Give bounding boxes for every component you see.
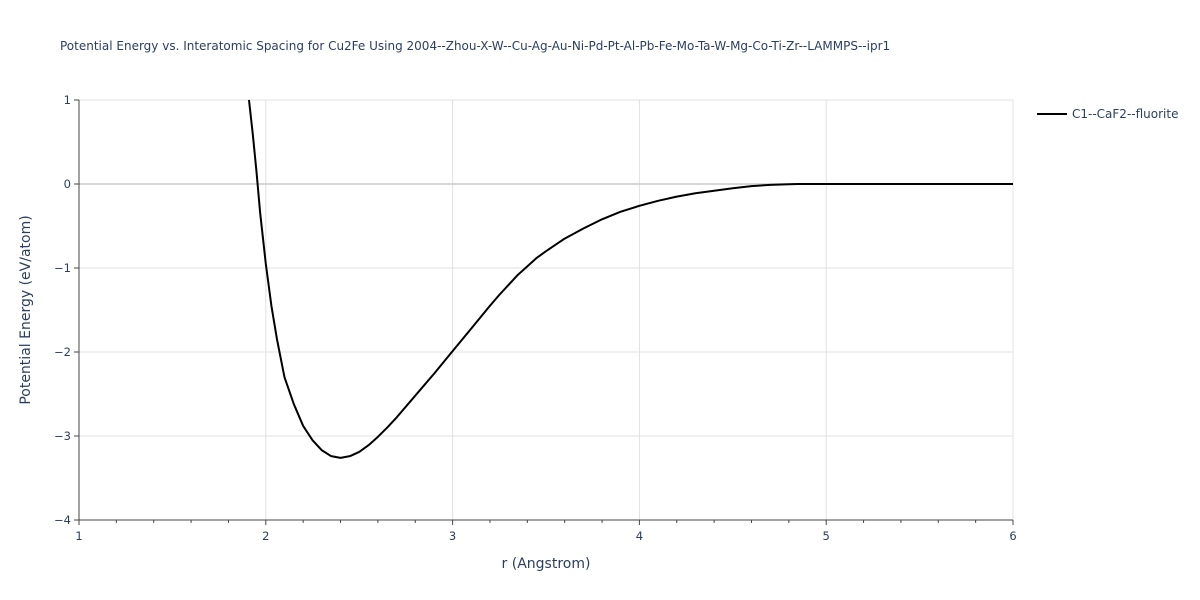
y-tick-label: −1 bbox=[54, 261, 71, 275]
legend-label: C1--CaF2--fluorite bbox=[1072, 107, 1178, 121]
y-tick-label: −2 bbox=[54, 345, 71, 359]
axes bbox=[78, 100, 1013, 521]
series-layer bbox=[247, 99, 1013, 459]
x-tick-label: 6 bbox=[1009, 529, 1016, 543]
chart-title: Potential Energy vs. Interatomic Spacing… bbox=[60, 39, 890, 53]
series-line bbox=[247, 99, 1013, 459]
legend[interactable]: C1--CaF2--fluorite bbox=[1037, 107, 1178, 121]
x-tick-label: 2 bbox=[262, 529, 269, 543]
y-axis-title: Potential Energy (eV/atom) bbox=[18, 215, 34, 404]
y-ticks: −4 −3 −2 −1 0 1 bbox=[54, 93, 79, 527]
y-tick-label: −4 bbox=[54, 513, 71, 527]
x-tick-label: 4 bbox=[636, 529, 643, 543]
y-tick-label: −3 bbox=[54, 429, 71, 443]
x-tick-label: 3 bbox=[449, 529, 456, 543]
x-tick-label: 5 bbox=[823, 529, 830, 543]
legend-item[interactable]: C1--CaF2--fluorite bbox=[1037, 107, 1178, 121]
y-tick-label: 1 bbox=[64, 93, 71, 107]
x-ticks: 1 2 3 4 5 6 bbox=[75, 520, 1017, 543]
x-tick-label: 1 bbox=[75, 529, 82, 543]
grid bbox=[79, 99, 1014, 520]
y-tick-label: 0 bbox=[64, 177, 71, 191]
x-axis-title: r (Angstrom) bbox=[502, 556, 591, 572]
